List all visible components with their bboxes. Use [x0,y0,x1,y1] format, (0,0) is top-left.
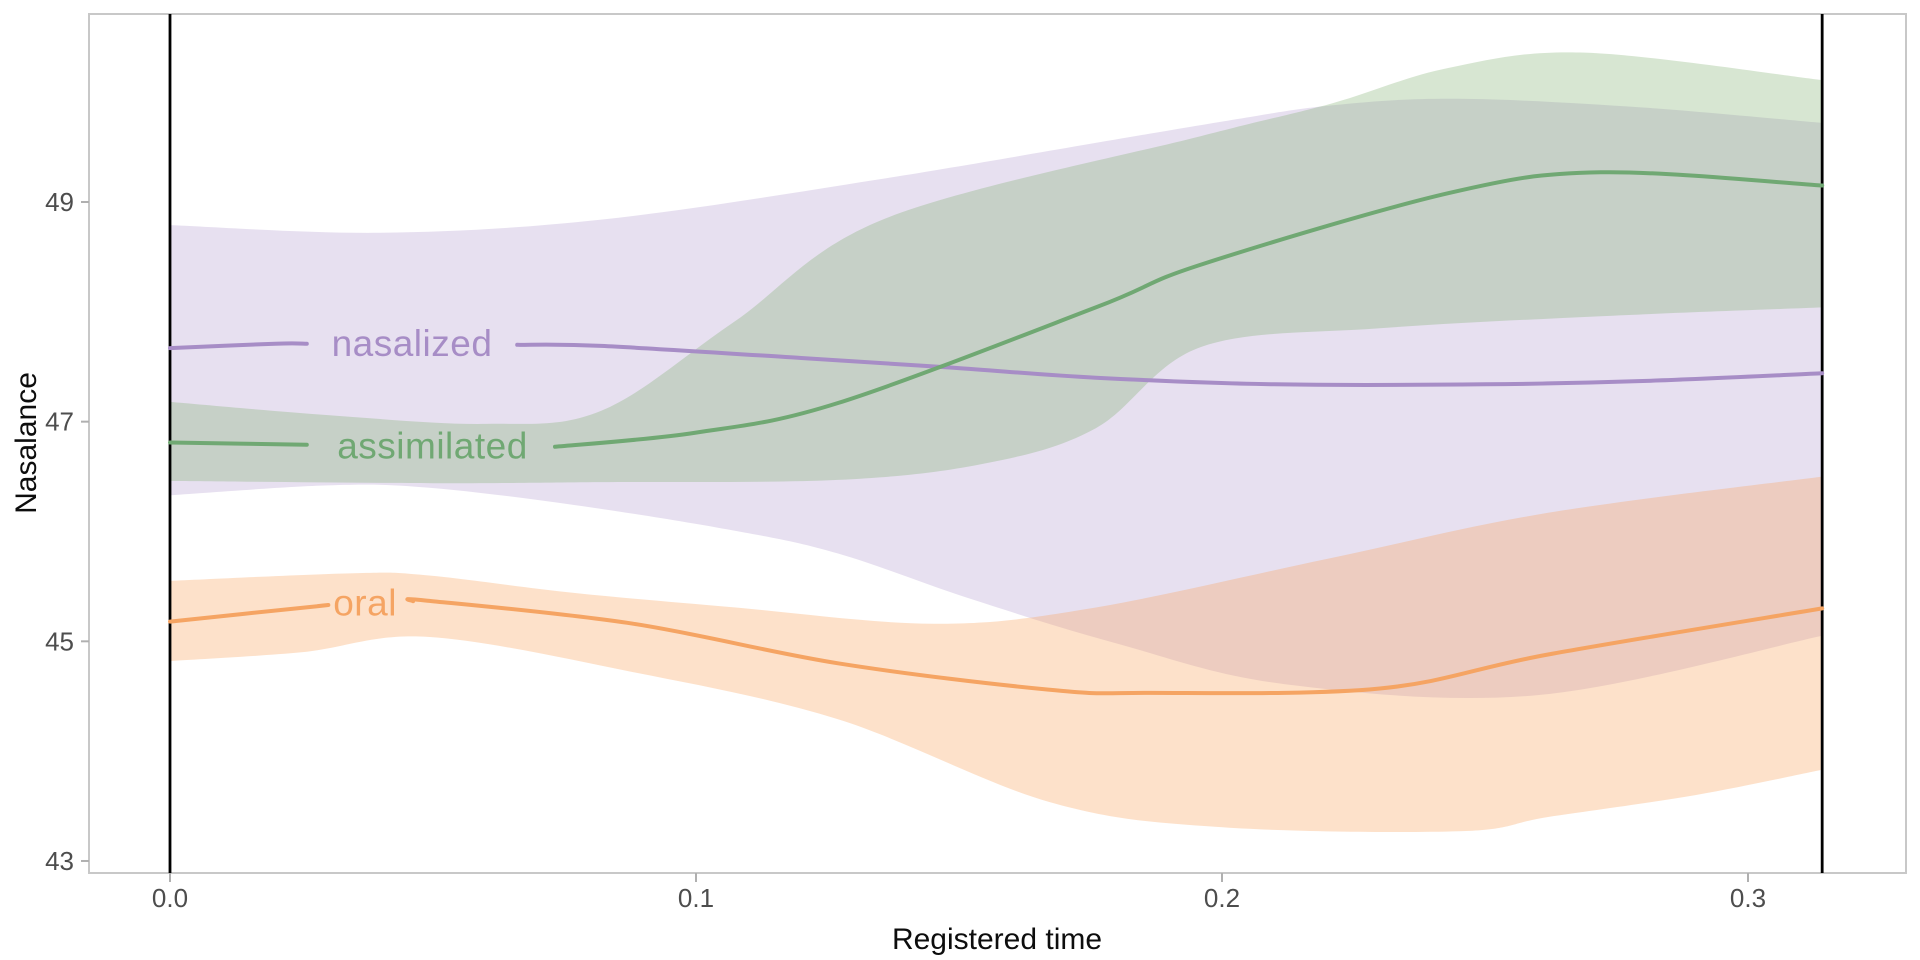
panel-border [88,13,1907,874]
panel [88,13,1907,874]
nasalized-confidence-band [170,98,1823,699]
y-tick-label: 43 [45,846,74,876]
nasalized-line-segment-2 [515,342,1825,387]
y-axis-title: Nasalance [10,372,43,514]
x-tick-label: 0.0 [152,883,188,913]
confidence-bands [170,52,1823,833]
series-lines [168,170,1825,696]
x-axis: 0.0 0.1 0.2 0.3 [152,873,1766,913]
assimilated-label: assimilated [337,425,528,466]
y-tick-label: 49 [45,187,74,217]
series-labels: nasalized assimilated oral [332,323,528,623]
y-axis: 43 45 47 49 [45,187,89,876]
x-tick-label: 0.3 [1730,883,1766,913]
y-tick-label: 45 [45,626,74,656]
oral-line-segment-2 [405,597,1825,696]
nasalized-label: nasalized [332,323,493,364]
oral-line-segment-1 [168,603,331,624]
assimilated-line-segment-2 [553,170,1825,449]
x-tick-label: 0.2 [1204,883,1240,913]
assimilated-line-segment-1 [168,440,309,447]
oral-label: oral [333,582,397,623]
x-axis-title: Registered time [892,923,1102,956]
y-tick-label: 47 [45,407,74,437]
assimilated-confidence-band [170,52,1823,484]
oral-confidence-band [170,476,1823,833]
x-tick-label: 0.1 [678,883,714,913]
nasalized-line-segment-1 [168,341,309,351]
